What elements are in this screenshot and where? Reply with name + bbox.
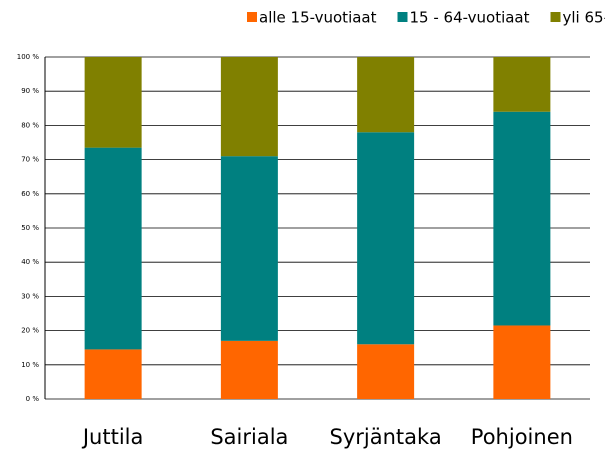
legend-label: yli 65-vuotiaat	[563, 9, 605, 27]
bar-segment	[493, 325, 551, 399]
y-tick-label: 20 %	[21, 327, 39, 335]
bar-segment	[84, 147, 142, 350]
legend-label: alle 15-vuotiaat	[259, 9, 377, 27]
legend-swatch	[247, 12, 257, 22]
bar-segment	[220, 156, 278, 341]
x-tick-label: Sairiala	[210, 425, 288, 449]
bar-segment	[493, 111, 551, 326]
bar-segment	[357, 57, 415, 133]
legend-label: 15 - 64-vuotiaat	[410, 9, 530, 27]
y-tick-label: 100 %	[17, 53, 40, 61]
y-tick-label: 60 %	[21, 190, 39, 198]
y-tick-label: 70 %	[21, 156, 39, 164]
bar-segment	[357, 132, 415, 345]
bar-segment	[84, 57, 142, 148]
x-tick-label: Syrjäntaka	[330, 425, 442, 449]
y-tick-label: 10 %	[21, 361, 39, 369]
bar-segment	[220, 57, 278, 157]
x-tick-label: Juttila	[81, 425, 144, 449]
y-tick-label: 30 %	[21, 292, 39, 300]
y-tick-label: 0 %	[26, 395, 40, 403]
y-tick-label: 80 %	[21, 121, 39, 129]
x-tick-label: Pohjoinen	[471, 425, 573, 449]
bar-segment	[357, 344, 415, 399]
bar-segment	[493, 57, 551, 112]
bar-segment	[84, 349, 142, 399]
legend-swatch	[550, 12, 561, 22]
y-tick-label: 40 %	[21, 258, 39, 266]
bar-segment	[220, 340, 278, 399]
y-tick-label: 50 %	[21, 224, 39, 232]
legend-swatch	[397, 12, 408, 22]
y-tick-label: 90 %	[21, 87, 39, 95]
